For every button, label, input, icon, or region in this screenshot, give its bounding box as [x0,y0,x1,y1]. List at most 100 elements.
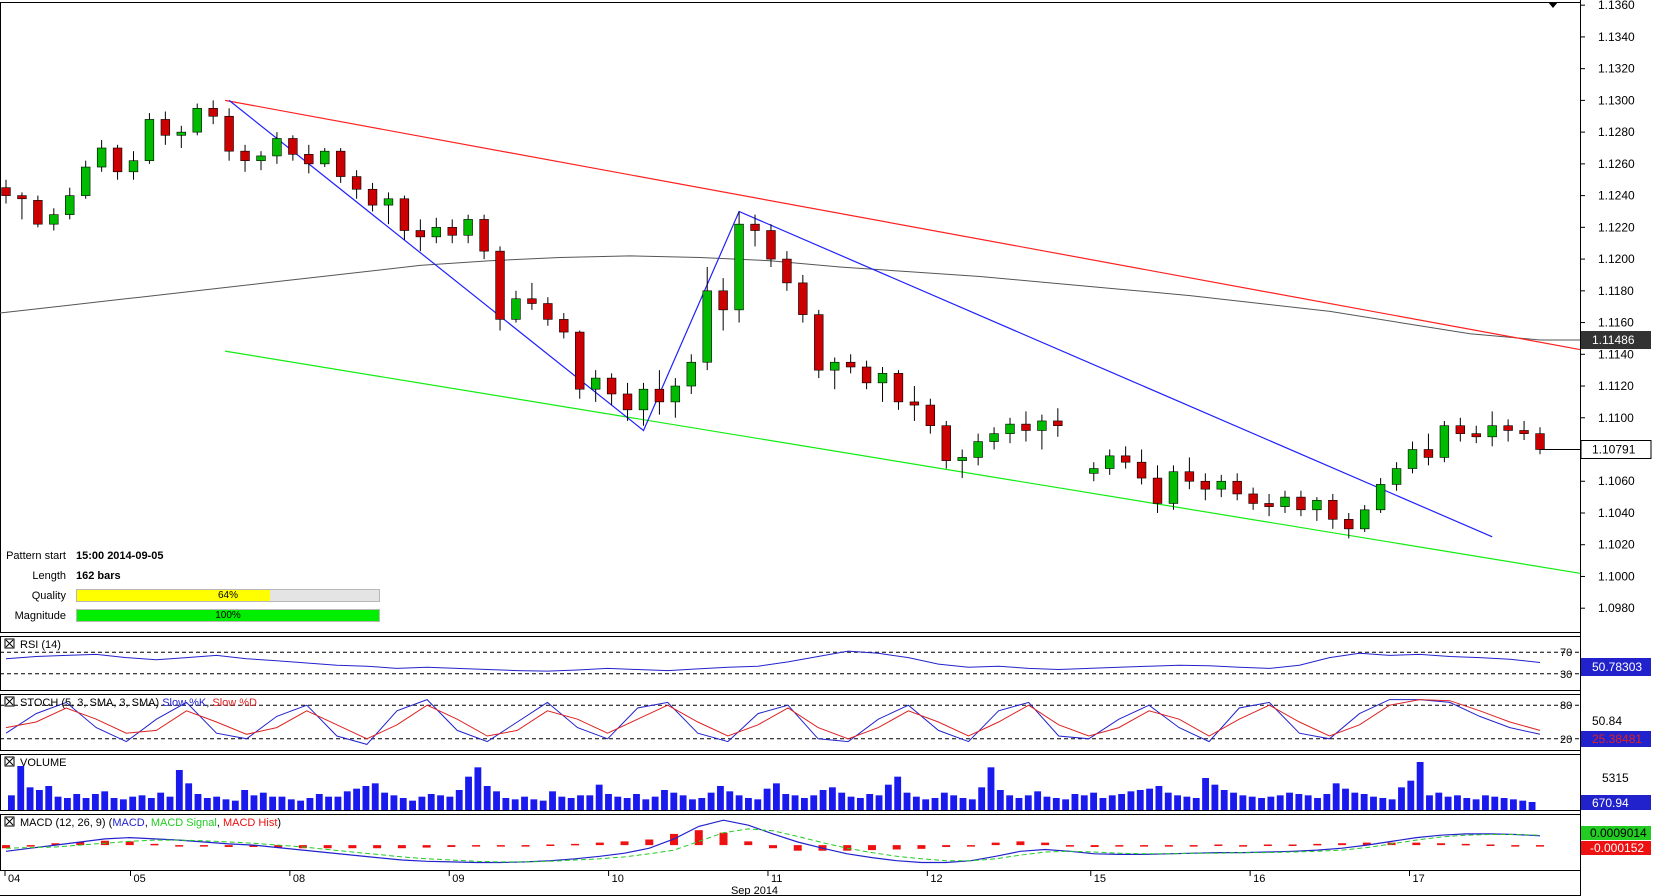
candle [798,274,808,323]
length-value: 162 bars [76,570,121,582]
volume-bar [45,786,53,810]
stoch-d-name: Slow %D [212,697,257,709]
macd-hist-bar [645,839,654,846]
volume-bar [1370,796,1377,810]
volume-bar [353,788,361,810]
candle [1519,420,1529,440]
candle-body [543,303,553,320]
volume-bar [595,784,603,810]
volume-bar [54,796,62,810]
candle [1105,449,1115,475]
candle [511,290,521,323]
candle [1328,493,1338,529]
candle-body [702,290,712,363]
macd-hist-bar [917,845,926,849]
macd-hist-bar [348,845,357,849]
volume-bar [101,791,109,810]
candle-body [33,200,43,225]
volume-bar [427,794,435,810]
volume-bar [119,799,127,810]
current-price-label: 1.10791 [1592,443,1636,457]
candle-body [1021,423,1031,431]
candle [1407,441,1418,474]
macd-hist-bar [1536,845,1544,847]
candle [1344,512,1354,539]
candle [1152,465,1163,513]
candle [830,357,840,390]
volume-bar [922,799,930,810]
macd-hist-bar [175,845,184,847]
volume-bar [773,783,780,810]
macd-hist-bar [1065,845,1074,847]
macd-hist-bar [125,841,134,846]
candle [208,100,218,125]
macd-hist-bar [1214,844,1223,846]
rsi-line [5,650,1541,672]
volume-bar [1090,792,1098,810]
macd-hist-bar [199,845,208,847]
candle [877,366,888,402]
candle-body [1407,449,1418,469]
volume-bar [558,796,566,810]
volume-bar [968,799,976,810]
macd-hist-bar [373,845,382,849]
candle-body [511,298,521,320]
volume-bar [633,794,640,810]
candle-body [1487,425,1497,438]
volume-bar [1416,762,1424,810]
candle [1037,414,1047,450]
macd-hist-bar [1016,841,1025,846]
rsi-level-70-label: 70 [1560,647,1572,659]
volume-bar [269,796,277,810]
volume-bar [1006,795,1014,810]
macd-hist-bar [595,842,604,846]
volume-bar [1510,799,1517,810]
candle [383,192,394,225]
candle [144,113,155,164]
macd-signal-line [5,828,1541,863]
volume-bar [726,791,734,810]
y-tick-label-4: 1.1280 [1598,125,1635,139]
candle-body [288,138,298,155]
candle [1136,449,1147,485]
macd-hist-value-label: -0.000152 [1590,841,1644,855]
macd-signal-name: MACD Signal [151,817,217,829]
x-tick-label-5: 11 [771,873,782,885]
candle-body [638,388,649,411]
candle [1232,473,1242,501]
candle-body [415,230,426,238]
volume-bar [1080,795,1088,810]
candle [1312,497,1322,521]
candle [33,195,43,228]
macd-hist-bar [1437,843,1446,846]
panel-frame-0 [0,2,1581,633]
volume-bar [875,795,883,810]
candle [431,217,441,244]
volume-bar [1062,799,1070,810]
volume-bar [567,798,575,810]
quality-bar-fill [77,590,271,601]
candle [160,111,171,145]
volume-bar [1286,792,1293,810]
macd-hist-bar [1263,844,1272,846]
candle [814,309,824,379]
macd-hist-bar [1164,845,1173,847]
candle-body [782,258,792,284]
volume-bar [1174,795,1181,810]
volume-bar [1118,794,1126,810]
macd-name: MACD [112,817,144,829]
volume-bar [325,796,333,810]
macd-hist-bar [571,843,580,846]
candle-body [208,108,218,117]
candle [335,147,346,183]
candle [1168,465,1179,510]
volume-bar [203,798,211,810]
candle [320,147,330,168]
candle [176,125,186,148]
candle [957,449,967,479]
candle-body [160,119,171,136]
candle-body [1296,496,1306,511]
macd-hist-bar [472,845,481,847]
candle [1248,487,1258,510]
volume-bar [1024,795,1032,810]
